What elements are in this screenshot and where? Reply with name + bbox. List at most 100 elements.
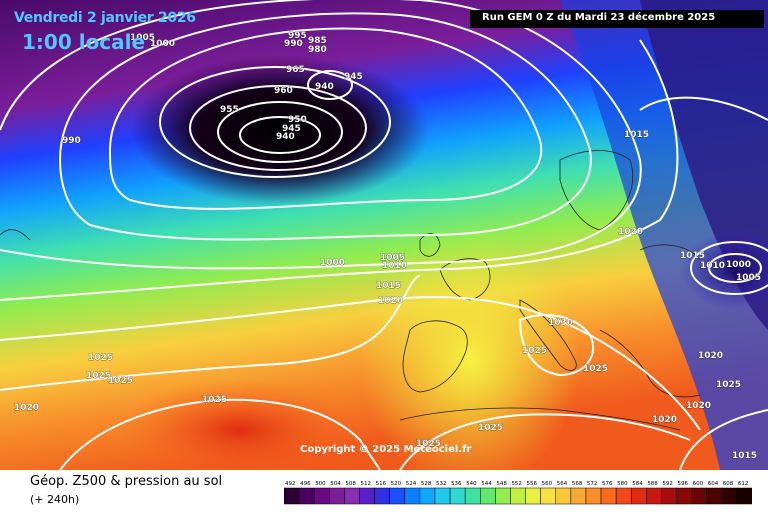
isobar-label: 1015 bbox=[624, 130, 649, 140]
legend-swatch bbox=[570, 487, 587, 505]
legend-swatch bbox=[706, 487, 723, 505]
legend-tick-label: 544 bbox=[481, 481, 492, 487]
legend-swatch bbox=[284, 487, 300, 505]
legend-swatch bbox=[630, 487, 647, 505]
legend-tick-label: 592 bbox=[662, 481, 673, 487]
legend-swatch bbox=[615, 487, 632, 505]
isobar-label: 1005 bbox=[380, 253, 405, 263]
copyright: Copyright © 2025 Meteociel.fr bbox=[300, 444, 472, 455]
color-scale-legend: 492 496 500 504 508 512 516 520 524 528 532 536 540 5… bbox=[284, 481, 752, 505]
legend-swatch bbox=[510, 487, 526, 505]
legend-tick-label: 576 bbox=[602, 481, 613, 487]
legend-tick-label: 536 bbox=[451, 481, 462, 487]
legend-swatch bbox=[495, 487, 511, 505]
legend-tick-label: 508 bbox=[345, 481, 356, 487]
legend-swatch bbox=[661, 487, 677, 505]
legend-swatch bbox=[298, 487, 315, 505]
isobar-label: 1025 bbox=[86, 371, 111, 381]
legend-tick-label: 564 bbox=[557, 481, 568, 487]
isobar-label: 945 bbox=[282, 124, 301, 134]
isobar-label: 990 bbox=[62, 136, 81, 146]
isobar-label: 960 bbox=[274, 86, 293, 96]
legend-tick-label: 540 bbox=[466, 481, 477, 487]
isobar-label: 965 bbox=[286, 65, 305, 75]
isobar-label: 1025 bbox=[716, 380, 741, 390]
product-subtitle: (+ 240h) bbox=[30, 493, 80, 506]
legend-swatch bbox=[691, 487, 707, 505]
isobar-label: 945 bbox=[344, 72, 363, 82]
isobar-label: 1005 bbox=[736, 273, 761, 283]
legend-swatch bbox=[464, 487, 481, 505]
legend-swatch bbox=[434, 487, 451, 505]
isobar-label: 950 bbox=[288, 115, 307, 125]
legend-tick-label: 516 bbox=[376, 481, 387, 487]
run-info: Run GEM 0 Z du Mardi 23 décembre 2025 bbox=[482, 12, 716, 23]
isobar-label: 980 bbox=[308, 45, 327, 55]
legend-tick-label: 524 bbox=[406, 481, 417, 487]
legend-tick-label: 520 bbox=[391, 481, 402, 487]
legend-tick-label: 596 bbox=[678, 481, 689, 487]
legend-swatch bbox=[359, 487, 375, 505]
isobar-label: 1030 bbox=[548, 318, 573, 328]
isobar-label: 1025 bbox=[202, 395, 227, 405]
legend-swatch bbox=[419, 487, 436, 505]
isobar-label: 1015 bbox=[376, 281, 401, 291]
isobar-label: 1025 bbox=[583, 364, 608, 374]
legend-tick-label: 604 bbox=[708, 481, 719, 487]
legend-swatch bbox=[676, 487, 692, 505]
isobar-label: 1020 bbox=[686, 401, 711, 411]
legend-swatch bbox=[329, 487, 345, 505]
legend-tick-label: 528 bbox=[421, 481, 432, 487]
isobar-label: 985 bbox=[308, 36, 327, 46]
legend-tick-label: 560 bbox=[542, 481, 553, 487]
isobar-label: 940 bbox=[315, 82, 334, 92]
isobar-label: 995 bbox=[288, 31, 307, 41]
isobar-label: 940 bbox=[276, 132, 295, 142]
legend-swatch bbox=[736, 487, 752, 505]
legend-swatch bbox=[540, 487, 556, 505]
legend-tick-label: 492 bbox=[285, 481, 296, 487]
isobar-label: 1015 bbox=[732, 451, 757, 461]
isobar-label: 1025 bbox=[416, 439, 441, 449]
legend-tick-label: 568 bbox=[572, 481, 583, 487]
legend-swatch bbox=[344, 487, 360, 505]
forecast-time: 1:00 locale bbox=[22, 30, 146, 54]
legend-tick-label: 512 bbox=[360, 481, 371, 487]
legend-swatch bbox=[389, 487, 406, 505]
legend-swatch bbox=[404, 487, 421, 505]
isobar-label: 1025 bbox=[108, 376, 133, 386]
legend-tick-label: 584 bbox=[632, 481, 643, 487]
legend-swatch bbox=[480, 487, 496, 505]
legend-tick-label: 612 bbox=[738, 481, 749, 487]
isobar-label: 1025 bbox=[478, 423, 503, 433]
isobar-label: 1005 bbox=[130, 33, 155, 43]
isobar-label: 1020 bbox=[14, 403, 39, 413]
legend-swatch bbox=[555, 487, 572, 505]
isobar-label: 1025 bbox=[88, 353, 113, 363]
legend-tick-label: 496 bbox=[300, 481, 311, 487]
isobar-label: 1020 bbox=[378, 296, 403, 306]
isobar-label: 1020 bbox=[618, 227, 643, 237]
legend-tick-label: 552 bbox=[511, 481, 522, 487]
legend-tick-label: 572 bbox=[587, 481, 598, 487]
legend-tick-label: 556 bbox=[527, 481, 538, 487]
legend-swatch bbox=[585, 487, 602, 505]
isobar-label: 990 bbox=[284, 39, 303, 49]
isobar-label: 1010 bbox=[382, 261, 407, 271]
forecast-date: Vendredi 2 janvier 2026 bbox=[14, 10, 196, 26]
legend-swatch bbox=[600, 487, 617, 505]
isobar-label: 1010 bbox=[700, 261, 725, 271]
legend-tick-label: 600 bbox=[693, 481, 704, 487]
legend-swatch bbox=[646, 487, 662, 505]
legend-swatch bbox=[525, 487, 541, 505]
run-info-box bbox=[470, 10, 764, 28]
legend-tick-label: 504 bbox=[330, 481, 341, 487]
legend-swatch bbox=[313, 487, 330, 505]
legend-swatch bbox=[374, 487, 390, 505]
isobar-label: 1015 bbox=[680, 251, 705, 261]
legend-tick-label: 532 bbox=[436, 481, 447, 487]
isobar-label: 1000 bbox=[320, 258, 345, 268]
isobar-label: 1000 bbox=[150, 39, 175, 49]
